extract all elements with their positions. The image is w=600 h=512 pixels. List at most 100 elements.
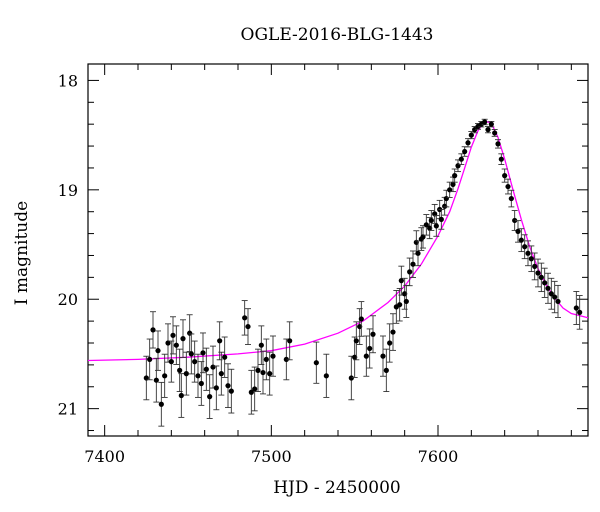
data-point [528,256,534,262]
data-point [245,323,251,330]
data-point [447,187,453,193]
data-point [313,360,319,366]
data-point [438,216,444,222]
data-point [455,163,461,169]
data-point [525,250,531,256]
data-point [358,316,364,322]
data-point [452,173,458,179]
data-point [458,156,464,162]
data-point [155,348,161,354]
data-point [450,181,456,187]
data-point [502,173,508,179]
x-tick-label: 7600 [418,447,459,466]
data-point [323,373,329,379]
x-tick-label: 7400 [84,447,125,466]
data-point [203,366,209,372]
data-point [498,156,504,162]
data-point [482,119,488,125]
data-point [532,263,538,270]
y-tick-label: 19 [58,181,78,200]
data-point [370,331,376,337]
data-point [198,380,204,387]
data-point [210,364,216,370]
data-point [548,291,554,297]
data-point [150,327,156,333]
data-point [263,356,269,363]
data-point [383,367,389,373]
data-point [403,298,409,305]
data-point [248,389,254,395]
data-point [428,217,434,224]
data-point [515,228,521,234]
data-point [552,294,558,300]
data-point [488,121,494,127]
y-tick-label: 20 [58,290,78,309]
data-point [545,285,551,291]
data-point [423,222,429,228]
data-point [192,359,198,365]
x-axis-label: HJD - 2450000 [273,478,401,498]
plot-area: 7400 7500 7600 18 19 20 21 [58,63,589,466]
data-point [420,234,426,240]
data-point [353,338,359,344]
data-point [573,305,579,311]
y-tick-label: 18 [58,71,78,90]
data-point [505,183,511,190]
data-point [207,394,213,400]
data-point [492,130,498,136]
data-point [242,315,248,321]
data-point [162,373,168,379]
data-point [542,280,548,286]
data-point [173,342,179,348]
data-point [270,353,276,359]
data-point [225,383,231,389]
chart-title: OGLE-2016-BLG-1443 [241,25,434,45]
data-point [468,132,474,138]
data-point [367,345,373,352]
data-point [143,375,149,381]
data-point [555,298,561,305]
data-point [222,354,228,360]
data-point [195,373,201,379]
y-axis-label: I magnitude [12,201,32,305]
data-point [472,127,478,133]
data-point [577,309,583,315]
model-curve [87,120,589,362]
data-point [363,353,369,359]
data-point [188,351,194,357]
data-point [147,356,153,363]
data-point [535,270,541,276]
data-point [407,269,413,275]
data-point [485,127,491,133]
data-point [443,195,449,202]
data-point [258,342,264,348]
data-point [228,388,234,394]
data-point [380,353,386,359]
data-point [390,329,396,335]
data-point [153,377,159,383]
data-point [213,385,219,391]
data-point [387,340,393,346]
data-point [260,369,266,376]
y-tick-label: 21 [58,400,78,419]
data-point [465,140,471,146]
data-point [177,367,183,373]
data-point [433,223,439,229]
data-point [165,340,171,346]
data-point [252,386,258,392]
data-point [183,371,189,377]
data-point [255,367,261,373]
data-point [462,148,468,155]
data-point [348,375,354,381]
data-point [518,237,524,243]
data-point [287,338,293,344]
data-point [158,401,164,407]
data-point [538,274,544,280]
data-point [170,332,176,338]
data-point [522,244,528,250]
data-point [495,141,501,147]
data-point [267,371,273,377]
data-point [512,217,518,224]
data-point [398,278,404,284]
